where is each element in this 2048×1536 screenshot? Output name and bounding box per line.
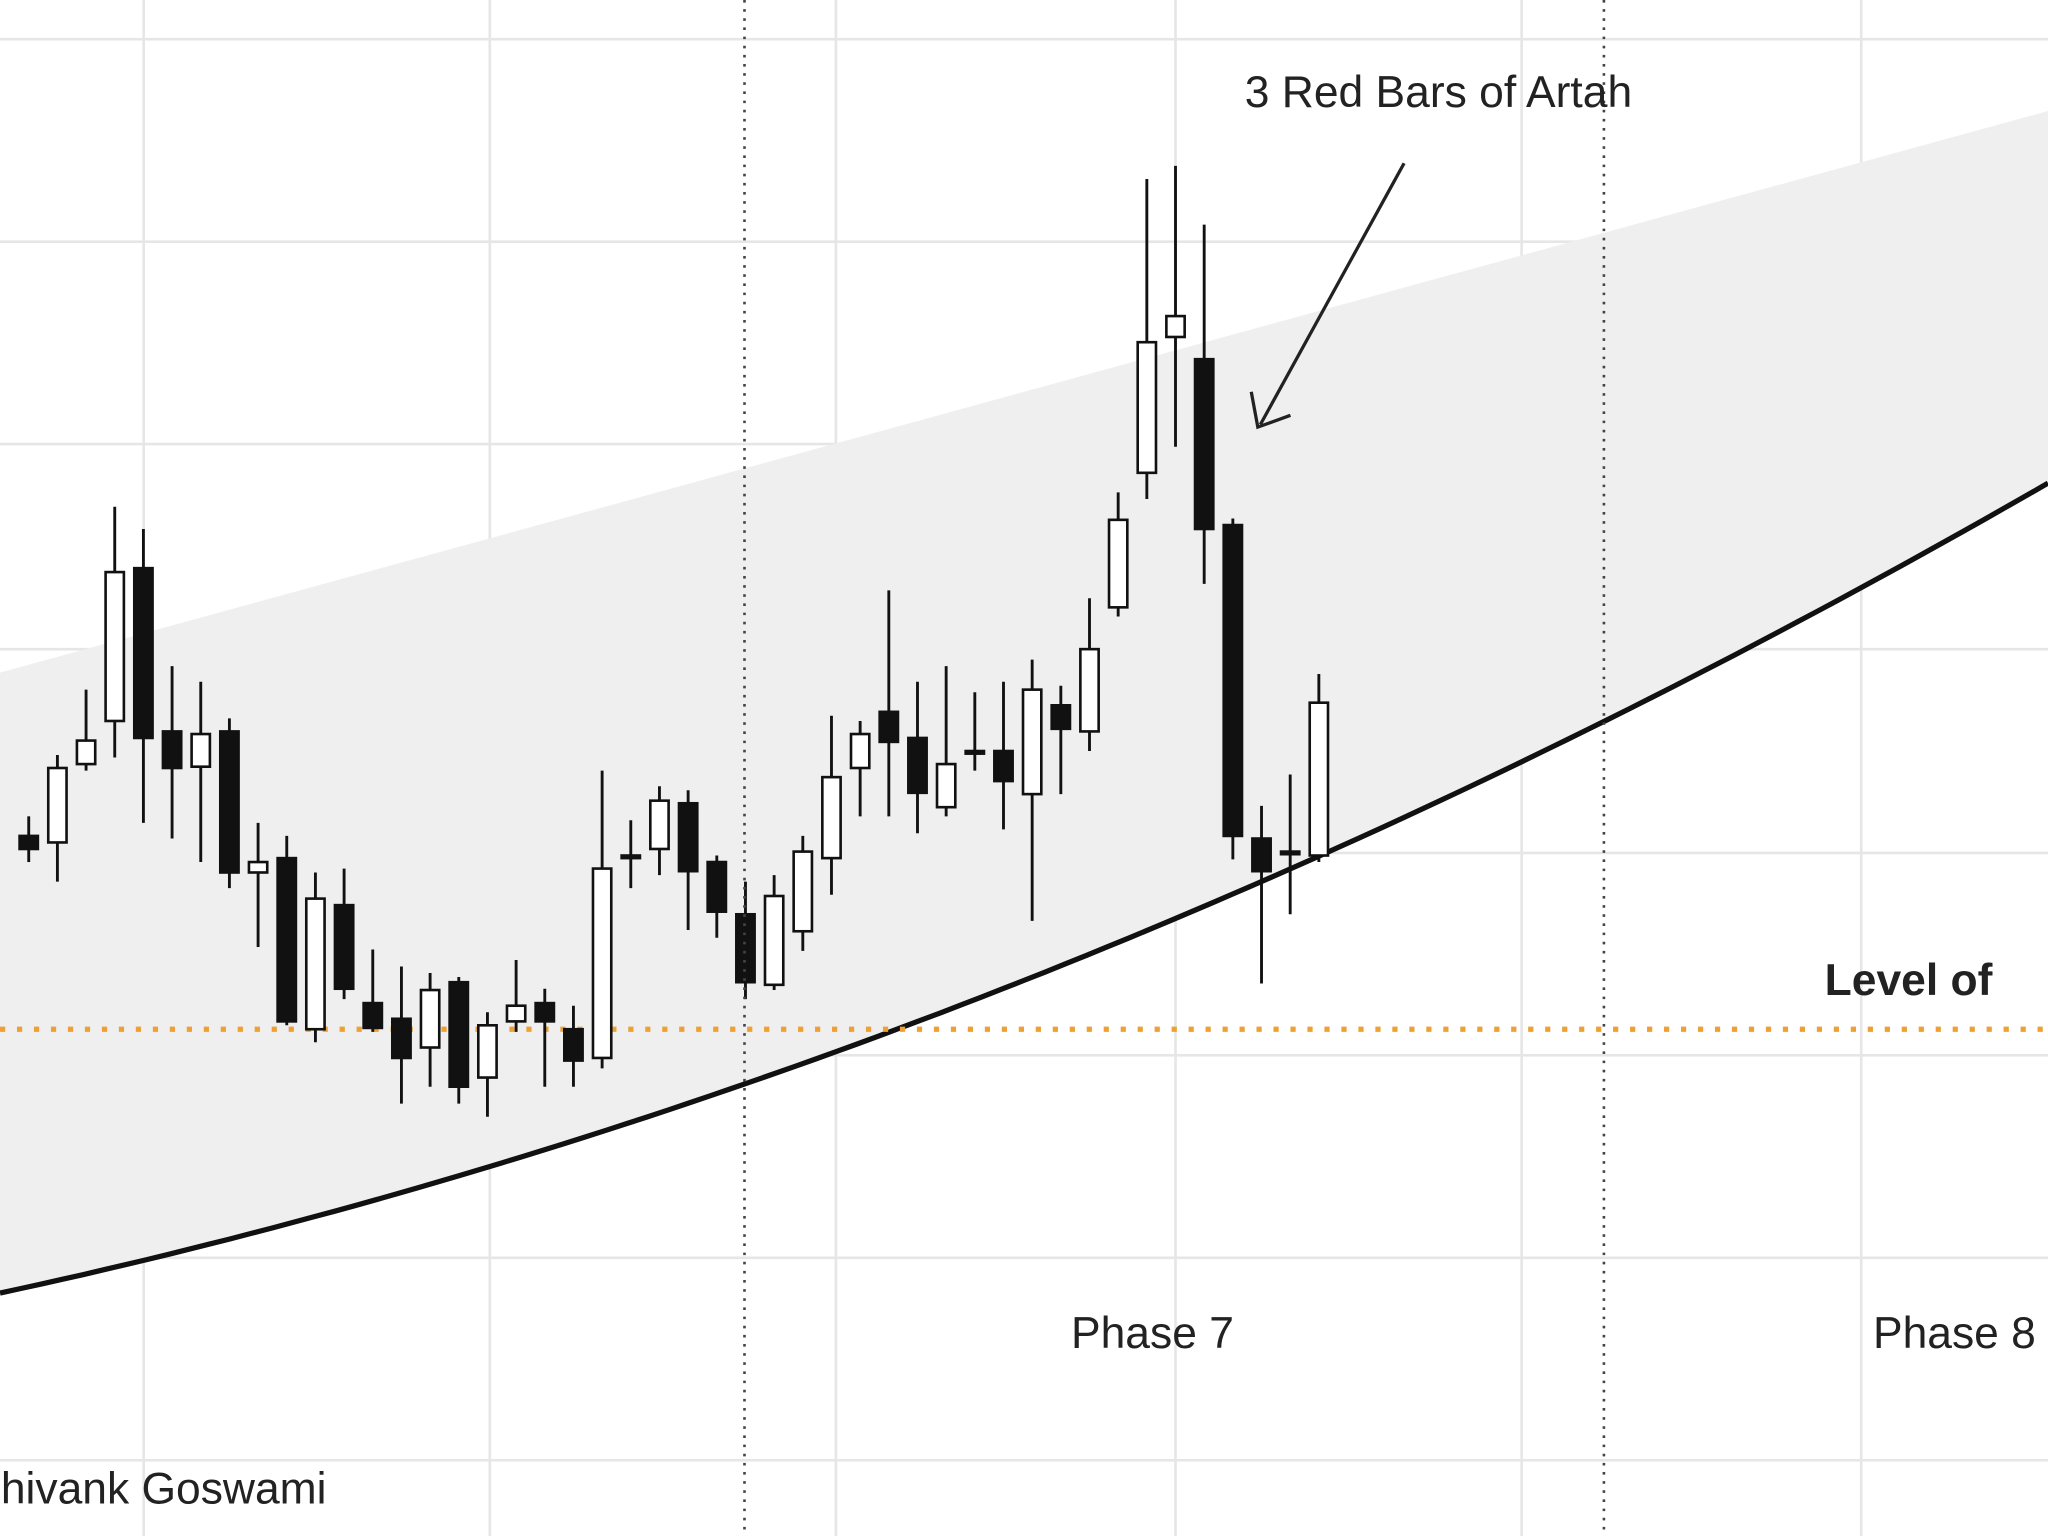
candle-body (849, 732, 871, 770)
candle-body (390, 1017, 412, 1060)
candle-body (218, 730, 240, 874)
candle-body (677, 801, 699, 873)
candle-body (132, 566, 154, 740)
candle-body (763, 894, 785, 987)
candle-body (534, 1001, 556, 1023)
candle-body (792, 850, 814, 933)
candle-body (1021, 688, 1043, 796)
candle-body (935, 762, 957, 809)
candle-body (964, 749, 986, 755)
candle-body (18, 834, 40, 851)
candle-body (993, 749, 1014, 783)
candle-body (1279, 850, 1301, 856)
candle-body (1222, 523, 1244, 838)
candle-body (1308, 701, 1330, 857)
candle-body (878, 710, 900, 744)
candle-body (649, 799, 670, 851)
candle-body (1079, 647, 1100, 733)
level-label: Level of (1825, 956, 1993, 1005)
candle-body (706, 860, 728, 913)
candle-body (1165, 314, 1186, 339)
candle-body (362, 1001, 384, 1030)
candle-body (620, 854, 642, 860)
candle-body (821, 775, 842, 860)
phase-label: Phase 8 (1873, 1309, 2036, 1358)
watermark: Shivank Goswami (0, 1464, 327, 1513)
support-curve (0, 480, 2048, 1296)
candle-body (304, 897, 326, 1031)
candle-body (448, 980, 470, 1088)
annotation-arrow (1258, 162, 1406, 426)
candle-body (46, 766, 68, 844)
candle-body (1136, 340, 1158, 475)
candle-body (1251, 837, 1272, 873)
candles (18, 165, 1330, 1117)
candle-body (563, 1027, 584, 1062)
candle-body (104, 570, 126, 723)
candle-body (419, 988, 441, 1049)
candle-body (161, 730, 183, 770)
candle-body (505, 1004, 527, 1023)
annotation: 3 Red Bars of Artah (1245, 68, 1632, 117)
candle-body (190, 732, 212, 768)
candle-body (476, 1023, 498, 1079)
arrow-head (1249, 391, 1292, 430)
candle-body (591, 867, 613, 1060)
candle-body (1193, 357, 1215, 531)
candle-body (1107, 518, 1129, 609)
phase-label: Phase 7 (1071, 1309, 1234, 1358)
candle-body (276, 856, 298, 1023)
candle-body (247, 860, 269, 874)
candle-body (75, 739, 97, 766)
candle-body (907, 736, 928, 795)
candle-body (333, 903, 355, 991)
candle-body (1050, 704, 1072, 731)
